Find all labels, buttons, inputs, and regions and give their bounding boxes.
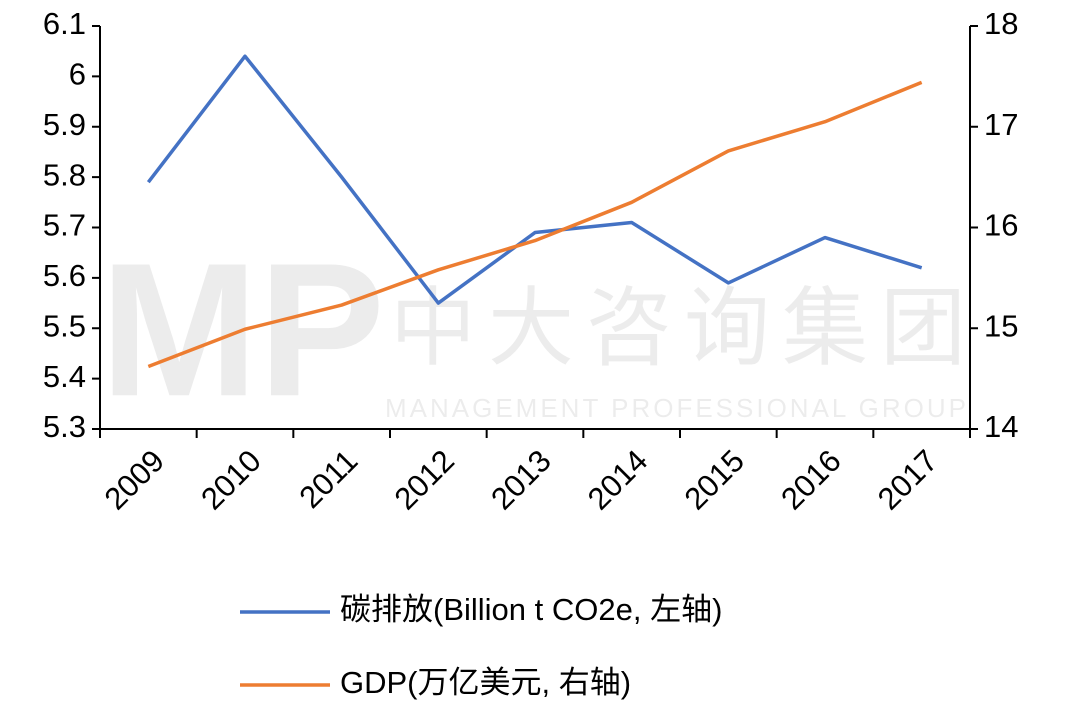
y-tick-label: 5.4 bbox=[43, 359, 86, 394]
x-tick-label: 2010 bbox=[194, 443, 268, 517]
y2-tick-label: 14 bbox=[984, 409, 1018, 444]
x-tick-label: 2016 bbox=[774, 443, 848, 517]
y-tick-label: 5.9 bbox=[43, 107, 86, 142]
legend-label: 碳排放(Billion t CO2e, 左轴) bbox=[340, 592, 722, 627]
y2-tick-label: 18 bbox=[984, 6, 1018, 41]
series-line bbox=[146, 54, 923, 305]
series-line bbox=[147, 80, 923, 369]
y-tick-label: 5.5 bbox=[43, 308, 86, 343]
x-tick-label: 2014 bbox=[581, 443, 655, 517]
y-tick-label: 5.6 bbox=[43, 258, 86, 293]
y-tick-label: 5.3 bbox=[43, 409, 86, 444]
y2-tick-label: 16 bbox=[984, 208, 1018, 243]
x-tick-label: 2011 bbox=[293, 443, 365, 515]
y2-tick-label: 17 bbox=[984, 107, 1018, 142]
y-tick-label: 6.1 bbox=[43, 6, 86, 41]
y-tick-label: 5.7 bbox=[43, 208, 86, 243]
watermark: MP 中大咨询集团 MANAGEMENT PROFESSIONAL GROUP bbox=[100, 224, 978, 436]
legend-label: GDP(万亿美元, 右轴) bbox=[340, 665, 631, 700]
x-tick-label: 2013 bbox=[484, 443, 558, 517]
y-tick-label: 5.8 bbox=[43, 157, 86, 192]
y-tick-label: 6 bbox=[69, 57, 86, 92]
x-tick-label: 2015 bbox=[678, 443, 752, 517]
watermark-subtext: MANAGEMENT PROFESSIONAL GROUP bbox=[385, 393, 969, 423]
x-tick-label: 2017 bbox=[871, 443, 945, 517]
x-tick-label: 2009 bbox=[98, 443, 172, 517]
x-tick-label: 2012 bbox=[388, 443, 462, 517]
watermark-text: 中大咨询集团 bbox=[390, 281, 978, 377]
y2-tick-label: 15 bbox=[984, 308, 1018, 343]
